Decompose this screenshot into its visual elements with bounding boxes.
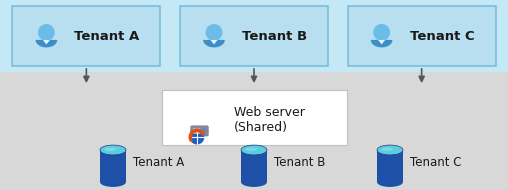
Bar [0,72,508,190]
Text: Tenant B: Tenant B [274,155,326,169]
Ellipse shape [100,177,126,187]
Bar [162,90,346,145]
Ellipse shape [105,147,116,151]
Text: Tenant A: Tenant A [133,155,184,169]
FancyBboxPatch shape [12,6,161,66]
Circle shape [38,24,55,41]
Polygon shape [378,40,385,44]
Circle shape [204,132,205,134]
Ellipse shape [245,147,257,151]
Circle shape [204,128,205,130]
FancyBboxPatch shape [180,6,328,66]
Bar [100,150,126,182]
Polygon shape [36,40,57,47]
Bar [0,0,508,72]
Bar [241,150,267,182]
Ellipse shape [241,145,267,155]
Bar [377,150,403,182]
Polygon shape [43,40,50,44]
Circle shape [190,130,204,144]
Polygon shape [210,40,217,44]
Text: Web server: Web server [234,106,304,119]
Polygon shape [371,40,393,47]
Circle shape [206,24,223,41]
Ellipse shape [382,147,393,151]
Circle shape [373,24,390,41]
FancyBboxPatch shape [191,130,208,136]
Ellipse shape [241,177,267,187]
Text: Tenant C: Tenant C [409,29,474,43]
Text: Tenant A: Tenant A [74,29,140,43]
FancyBboxPatch shape [191,126,208,131]
Bar [193,132,200,134]
FancyBboxPatch shape [347,6,496,66]
Text: Tenant C: Tenant C [410,155,461,169]
Ellipse shape [377,145,403,155]
Ellipse shape [377,177,403,187]
Text: Tenant B: Tenant B [242,29,307,43]
Bar [193,128,200,130]
Ellipse shape [100,145,126,155]
Text: (Shared): (Shared) [234,121,288,134]
Polygon shape [203,40,225,47]
